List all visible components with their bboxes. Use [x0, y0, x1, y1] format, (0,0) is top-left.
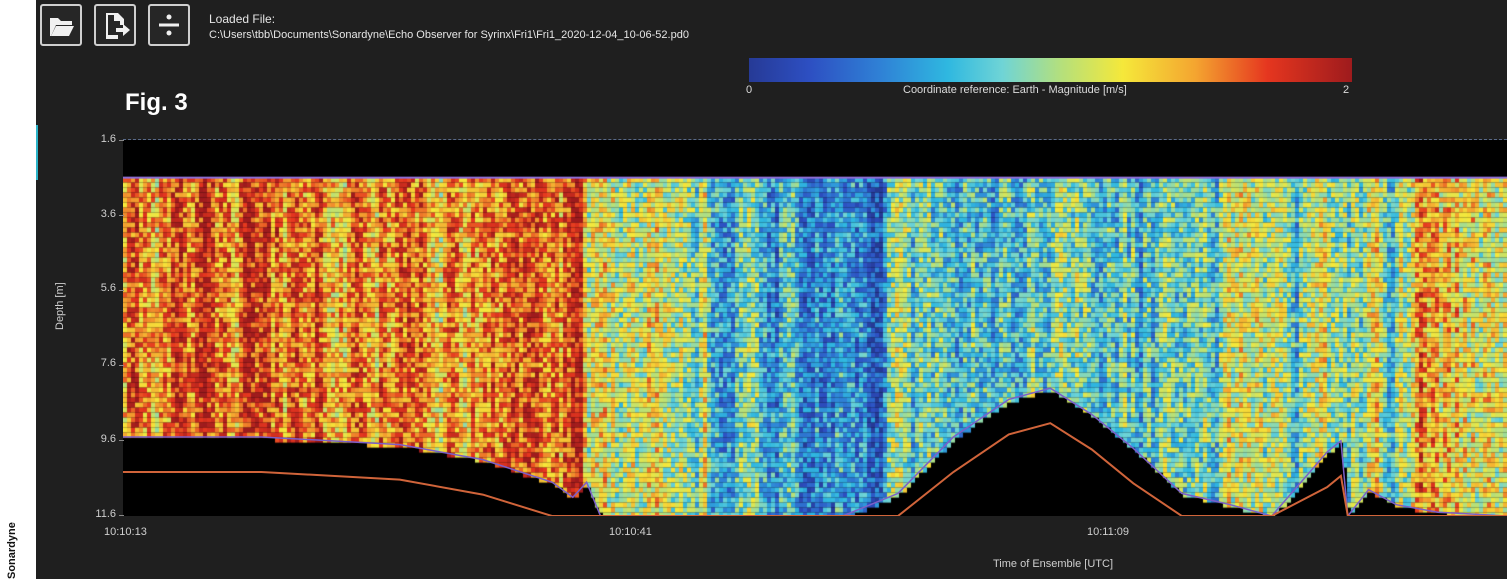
colorbar-max-label: 2: [1343, 84, 1350, 96]
folder-open-icon: [50, 18, 74, 36]
y-axis-label: Depth [m]: [54, 282, 66, 330]
x-axis-label: Time of Ensemble [UTC]: [993, 558, 1114, 570]
export-button[interactable]: [94, 4, 136, 46]
colorbar-title: Coordinate reference: Earth - Magnitude …: [903, 84, 1127, 96]
x-tick-label: 10:11:09: [1087, 526, 1130, 538]
export-icon: [106, 13, 130, 39]
heatmap-overlay: [123, 176, 1507, 516]
y-tick-label: 5.6: [100, 282, 116, 294]
figure-label: Fig. 3: [125, 89, 188, 116]
velocity-heatmap[interactable]: [123, 140, 1507, 516]
y-tick-mark: [119, 515, 124, 516]
photo-credit: Sonardyne: [6, 522, 18, 579]
divide-icon: [159, 14, 179, 36]
plot-top-boundary: [123, 139, 1507, 140]
loaded-file-path: C:\Users\tbb\Documents\Sonardyne\Echo Ob…: [209, 29, 689, 41]
y-tick-mark: [119, 140, 124, 141]
y-tick-label: 9.6: [100, 433, 116, 445]
y-tick-label: 3.6: [100, 208, 116, 220]
heatmap-canvas: [123, 140, 1507, 516]
y-tick-label: 1.6: [100, 133, 116, 145]
y-tick-label: 11.6: [95, 508, 116, 520]
y-tick-label: 7.6: [100, 357, 116, 369]
y-tick-mark: [119, 290, 124, 291]
page-margin: Sonardyne: [0, 0, 36, 579]
y-tick-mark: [119, 215, 124, 216]
colorbar: [749, 58, 1352, 82]
echo-observer-window: Loaded File: C:\Users\tbb\Documents\Sona…: [36, 0, 1507, 579]
loaded-file-label: Loaded File:: [209, 12, 276, 26]
y-tick-mark: [119, 365, 124, 366]
bottom-edge-line: [123, 387, 1507, 516]
bottom-track-line: [123, 422, 1507, 516]
panel-accent: [36, 125, 38, 180]
divide-button[interactable]: [148, 4, 190, 46]
open-file-button[interactable]: [40, 4, 82, 46]
colorbar-min-label: 0: [746, 84, 753, 96]
y-tick-mark: [119, 440, 124, 441]
x-tick-label: 10:10:41: [609, 526, 652, 538]
x-tick-label: 10:10:13: [104, 526, 147, 538]
